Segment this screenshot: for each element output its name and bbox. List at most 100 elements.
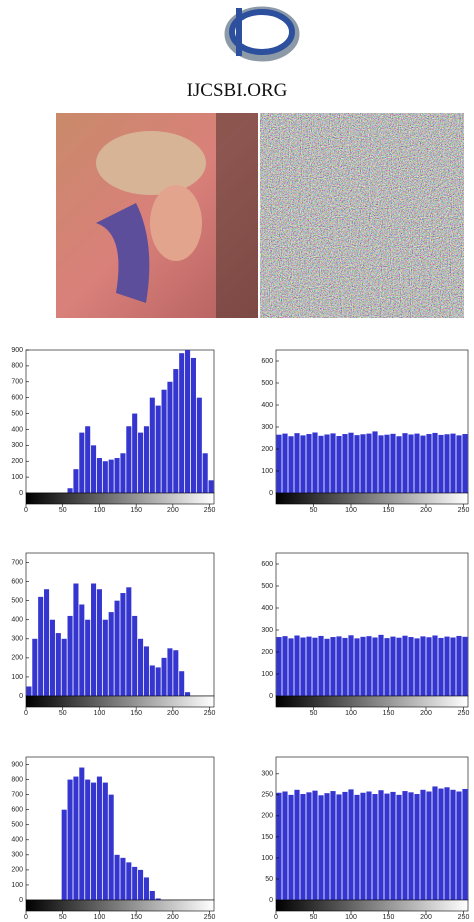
x-tick-label: 0	[24, 710, 28, 717]
histogram-bar	[348, 635, 354, 696]
histogram-bar	[330, 791, 336, 900]
plot-frame	[25, 756, 215, 901]
histogram-bar	[91, 445, 97, 493]
histogram-bar	[426, 434, 432, 493]
histogram-bar	[55, 633, 61, 696]
histogram-bar	[73, 776, 79, 900]
histogram-bar	[336, 636, 342, 696]
histogram-bar	[132, 615, 138, 696]
histogram-bar	[306, 434, 312, 493]
histogram-bar	[336, 436, 342, 493]
y-tick-label: 700	[11, 559, 23, 566]
histogram-bar	[196, 397, 202, 493]
histogram-bar	[185, 692, 191, 696]
y-tick-label: 600	[11, 395, 23, 402]
x-tick-label: 150	[130, 507, 142, 514]
histogram-bar	[276, 637, 282, 696]
x-tick-label: 250	[458, 914, 470, 921]
gray-scale-bar	[25, 899, 215, 912]
histogram-bar	[396, 794, 402, 900]
histogram-bar	[450, 637, 456, 696]
y-tick-label: 0	[19, 490, 23, 497]
histogram-bar	[378, 790, 384, 900]
histogram-bar	[438, 637, 444, 696]
x-tick-label: 200	[167, 710, 179, 717]
histogram-bar	[354, 794, 360, 900]
y-tick-label: 0	[19, 897, 23, 904]
histogram-bar	[312, 432, 318, 493]
histogram-bar	[402, 433, 408, 493]
histogram-bar	[294, 635, 300, 696]
histogram-bar	[408, 434, 414, 493]
histogram-bar	[336, 794, 342, 900]
histogram-bar	[179, 353, 185, 493]
histogram-bar	[384, 638, 390, 696]
x-tick-label: 100	[94, 710, 106, 717]
histogram-bar	[282, 791, 288, 900]
hat	[96, 131, 206, 195]
histogram-bar	[438, 434, 444, 493]
histogram-bar	[126, 587, 132, 696]
histogram-bar	[330, 637, 336, 696]
histogram-bar	[126, 426, 132, 493]
histogram-bar	[294, 789, 300, 900]
histogram-bar	[324, 638, 330, 696]
histogram-bar	[161, 389, 167, 493]
y-tick-label: 200	[11, 655, 23, 662]
histogram-bar	[85, 426, 91, 493]
x-tick-label: 200	[420, 710, 432, 717]
y-tick-label: 400	[11, 426, 23, 433]
histogram-bar	[456, 635, 462, 696]
histogram-bar	[372, 637, 378, 696]
histogram-bar	[342, 637, 348, 696]
histogram-bar	[384, 793, 390, 900]
y-tick-label: 800	[11, 363, 23, 370]
histogram-bar	[390, 636, 396, 696]
histogram-bar	[396, 436, 402, 493]
histogram-bar	[132, 866, 138, 900]
histogram-bar	[348, 432, 354, 493]
histogram-bar	[414, 433, 420, 493]
histogram-bar	[324, 434, 330, 493]
gray-scale-bar	[25, 695, 215, 708]
histogram-bar	[102, 461, 108, 493]
y-tick-label: 700	[11, 379, 23, 386]
x-tick-label: 50	[59, 710, 67, 717]
histogram-bar	[450, 789, 456, 900]
histogram-bar	[120, 593, 126, 696]
x-tick-label: 250	[204, 710, 216, 717]
histogram-bar	[432, 432, 438, 493]
logo-bar	[236, 8, 242, 56]
histogram-bar	[372, 431, 378, 493]
x-tick-label: 100	[345, 914, 357, 921]
x-tick-label: 250	[204, 914, 216, 921]
y-tick-label: 500	[11, 598, 23, 605]
histogram-bar	[312, 790, 318, 900]
histogram-bar	[173, 369, 179, 493]
histogram-chart: 0 100 200 300 400 500 600 700 800 900 0 50 100 150 200…	[11, 756, 216, 921]
y-tick-label: 200	[261, 813, 273, 820]
histogram-bar	[49, 619, 55, 696]
histogram-bar	[294, 433, 300, 493]
histogram-bar	[366, 636, 372, 696]
histogram-bar	[143, 426, 149, 493]
x-tick-label: 150	[383, 914, 395, 921]
histogram-bar	[348, 789, 354, 900]
histogram-bar	[61, 638, 67, 696]
histogram-bar	[312, 637, 318, 696]
histogram-bar	[79, 767, 85, 900]
journal-name: IJCSBI.ORG	[186, 80, 288, 101]
histogram-bar	[444, 636, 450, 696]
face	[150, 185, 202, 261]
histogram-bar	[396, 637, 402, 696]
x-tick-label: 200	[420, 914, 432, 921]
y-tick-label: 50	[265, 876, 273, 883]
histogram-bar	[300, 435, 306, 493]
y-tick-label: 900	[11, 761, 23, 768]
histogram-bar	[282, 433, 288, 493]
y-tick-label: 100	[261, 671, 273, 678]
histogram-bar	[149, 665, 155, 696]
histogram-bar	[38, 596, 44, 696]
histogram-bar	[126, 862, 132, 900]
x-tick-label: 100	[94, 507, 106, 514]
